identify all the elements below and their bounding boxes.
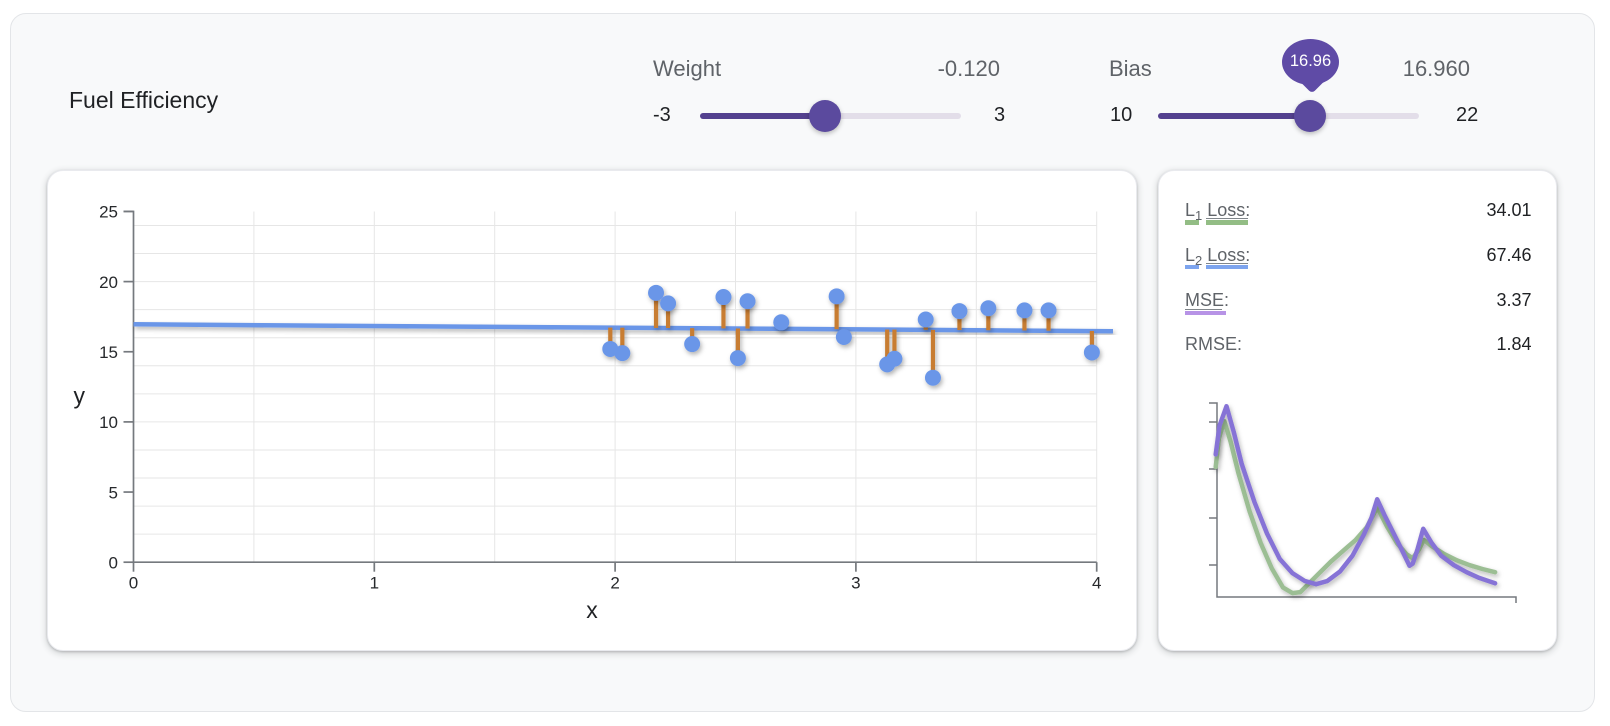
svg-text:15: 15 [99, 343, 118, 362]
svg-text:3: 3 [851, 574, 860, 593]
svg-text:x: x [586, 597, 598, 623]
svg-text:0: 0 [109, 553, 118, 572]
svg-text:4: 4 [1092, 574, 1101, 593]
svg-text:20: 20 [99, 273, 118, 292]
svg-text:y: y [74, 382, 86, 408]
svg-text:25: 25 [99, 203, 118, 222]
svg-text:0: 0 [129, 574, 138, 593]
svg-text:2: 2 [610, 574, 619, 593]
svg-text:1: 1 [370, 574, 379, 593]
svg-text:10: 10 [99, 413, 118, 432]
svg-text:5: 5 [109, 483, 118, 502]
